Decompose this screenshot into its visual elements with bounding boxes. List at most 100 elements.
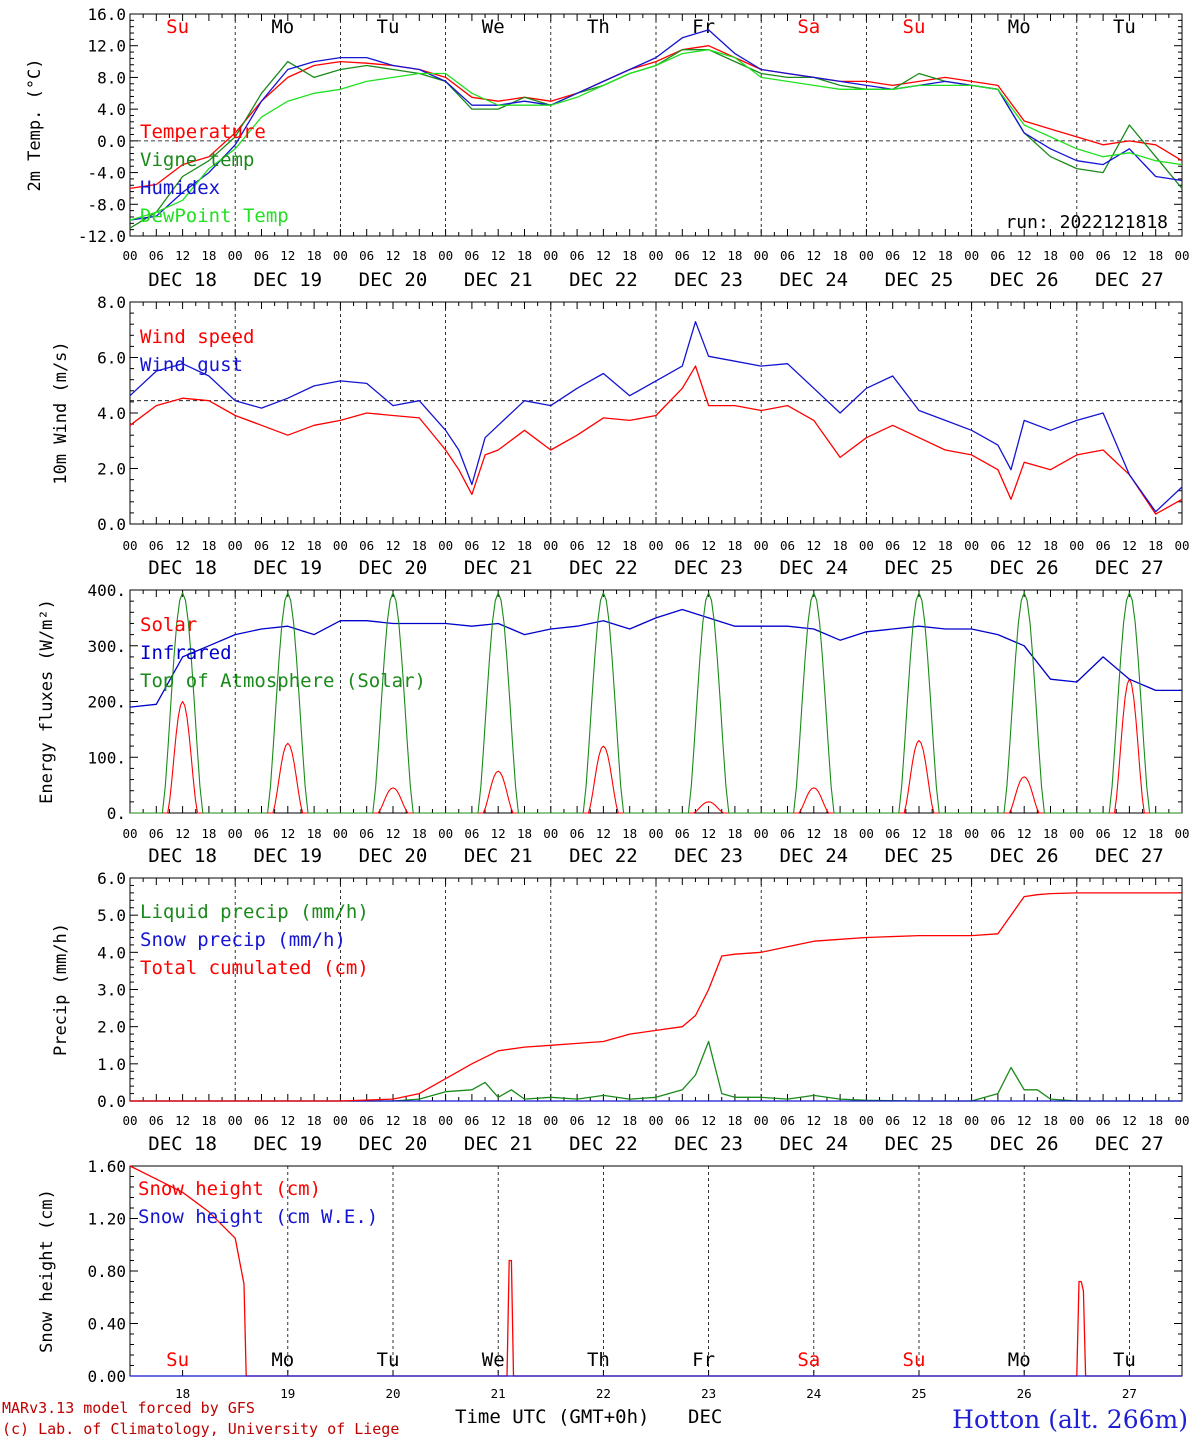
- hour-tick-label: 12: [1122, 538, 1137, 553]
- day-label: DEC 18: [148, 1133, 217, 1155]
- y-axis-label: 10m Wind (m/s): [51, 341, 71, 484]
- y-tick-label: 4.0: [97, 404, 126, 423]
- day-label: DEC 22: [569, 1133, 638, 1155]
- hour-tick-label: 00: [333, 826, 348, 841]
- day-label: DEC 21: [464, 845, 533, 867]
- series-line: [129, 321, 1183, 513]
- hour-tick-label: 00: [228, 1113, 243, 1128]
- day-label: DEC 23: [674, 845, 743, 867]
- hour-tick-label: 12: [596, 538, 611, 553]
- hour-tick-label: 00: [859, 826, 874, 841]
- hour-tick-label: 06: [675, 1113, 690, 1128]
- y-tick-label: 0.40: [87, 1315, 126, 1334]
- hour-tick-label: 12: [1122, 1113, 1137, 1128]
- hour-tick-label: 18: [727, 1113, 742, 1128]
- day-label: DEC 27: [1095, 269, 1164, 291]
- hour-tick-label: 06: [885, 248, 900, 263]
- hour-tick-label: 18: [833, 826, 848, 841]
- hour-tick-label: 12: [1017, 826, 1032, 841]
- series-line: [129, 49, 1183, 221]
- hour-tick-label: 00: [122, 248, 137, 263]
- hour-tick-label: 12: [596, 248, 611, 263]
- hour-tick-label: 12: [701, 538, 716, 553]
- hour-tick-label: 06: [359, 538, 374, 553]
- hour-tick-label: 06: [464, 538, 479, 553]
- series-line: [129, 1165, 1182, 1377]
- hour-tick-label: 12: [280, 1113, 295, 1128]
- hour-tick-label: 12: [385, 1113, 400, 1128]
- hour-tick-label: 12: [806, 1113, 821, 1128]
- panel-1: 16.0 12.0 8.0 4.0 0.0 -4.0 -8.0 -12.0 2m Temp. (…: [25, 5, 1190, 291]
- hour-tick-label: 18: [622, 1113, 637, 1128]
- hour-tick-label: 00: [964, 538, 979, 553]
- hour-tick-label: 18: [412, 1113, 427, 1128]
- hour-tick-label: 00: [438, 538, 453, 553]
- hour-tick-label: 00: [228, 538, 243, 553]
- hour-tick-label: 06: [885, 1113, 900, 1128]
- hour-tick-label: 06: [885, 826, 900, 841]
- day-label: DEC 21: [464, 269, 533, 291]
- hour-tick-label: 00: [1174, 1113, 1189, 1128]
- y-tick-label: -8.0: [87, 195, 126, 214]
- day-label: DEC 22: [569, 557, 638, 579]
- hour-tick-label: 12: [701, 826, 716, 841]
- hour-tick-label: 00: [754, 248, 769, 263]
- hour-tick-label: 00: [122, 538, 137, 553]
- y-tick-label: 5.0: [97, 906, 126, 925]
- day-label: DEC 27: [1095, 1133, 1164, 1155]
- hour-tick-label: 18: [307, 538, 322, 553]
- hour-tick-label: 06: [149, 1113, 164, 1128]
- hour-tick-label: 18: [1148, 1113, 1163, 1128]
- hour-tick-label: 18: [1043, 248, 1058, 263]
- hour-tick-label: 00: [1069, 248, 1084, 263]
- hour-tick-label: 00: [859, 538, 874, 553]
- series-line: [130, 592, 1182, 814]
- hour-tick-label: 18: [307, 1113, 322, 1128]
- hour-tick-label: 12: [385, 248, 400, 263]
- day-number-label: 22: [596, 1386, 611, 1401]
- hour-tick-label: 06: [780, 538, 795, 553]
- hour-tick-label: 06: [675, 538, 690, 553]
- y-tick-label: 0.00: [87, 1367, 126, 1386]
- plot-frame: [129, 589, 1183, 814]
- legend-entry: Top of Atmosphere (Solar): [140, 670, 426, 692]
- day-label: DEC 23: [674, 557, 743, 579]
- hour-tick-label: 00: [333, 1113, 348, 1128]
- hour-tick-label: 00: [648, 248, 663, 263]
- panel-2: 8.0 6.0 4.0 2.0 0.0 10m Wind (m/s) 00 06 12 18 DEC…: [51, 293, 1190, 579]
- hour-tick-label: 18: [1043, 538, 1058, 553]
- y-tick-label: 0.0: [97, 515, 126, 534]
- hour-tick-label: 12: [1122, 826, 1137, 841]
- hour-tick-label: 06: [780, 248, 795, 263]
- y-tick-label: 1.20: [87, 1210, 126, 1229]
- hour-tick-label: 00: [964, 826, 979, 841]
- hour-tick-label: 00: [543, 248, 558, 263]
- day-label: DEC 19: [253, 269, 322, 291]
- hour-tick-label: 12: [385, 538, 400, 553]
- y-tick-label: 8.0: [97, 293, 126, 312]
- hour-tick-label: 12: [806, 826, 821, 841]
- hour-tick-label: 12: [280, 826, 295, 841]
- day-number-label: 18: [175, 1386, 190, 1401]
- day-label: DEC 27: [1095, 557, 1164, 579]
- weekday-label: Mo: [1008, 1349, 1031, 1371]
- hour-tick-label: 06: [570, 826, 585, 841]
- hour-tick-label: 00: [648, 826, 663, 841]
- legend-entry: Snow height (cm): [138, 1178, 321, 1200]
- weekday-label: Su: [903, 1349, 926, 1371]
- hour-tick-label: 18: [307, 248, 322, 263]
- y-tick-label: 0.: [107, 804, 126, 823]
- hour-tick-label: 06: [359, 1113, 374, 1128]
- hour-tick-label: 18: [833, 248, 848, 263]
- hour-tick-label: 18: [412, 826, 427, 841]
- series-line: [129, 29, 1183, 221]
- hour-tick-label: 18: [307, 826, 322, 841]
- hour-tick-label: 18: [622, 248, 637, 263]
- hour-tick-label: 18: [938, 538, 953, 553]
- hour-tick-label: 00: [333, 538, 348, 553]
- panel-4: 6.0 5.0 4.0 3.0 2.0 1.0 0.0 Precip (mm/h) 00 06 12…: [51, 869, 1190, 1155]
- legend-entry: Liquid precip (mm/h): [140, 901, 369, 923]
- hour-tick-label: 12: [701, 248, 716, 263]
- day-label: DEC 23: [674, 1133, 743, 1155]
- day-label: DEC 20: [359, 557, 428, 579]
